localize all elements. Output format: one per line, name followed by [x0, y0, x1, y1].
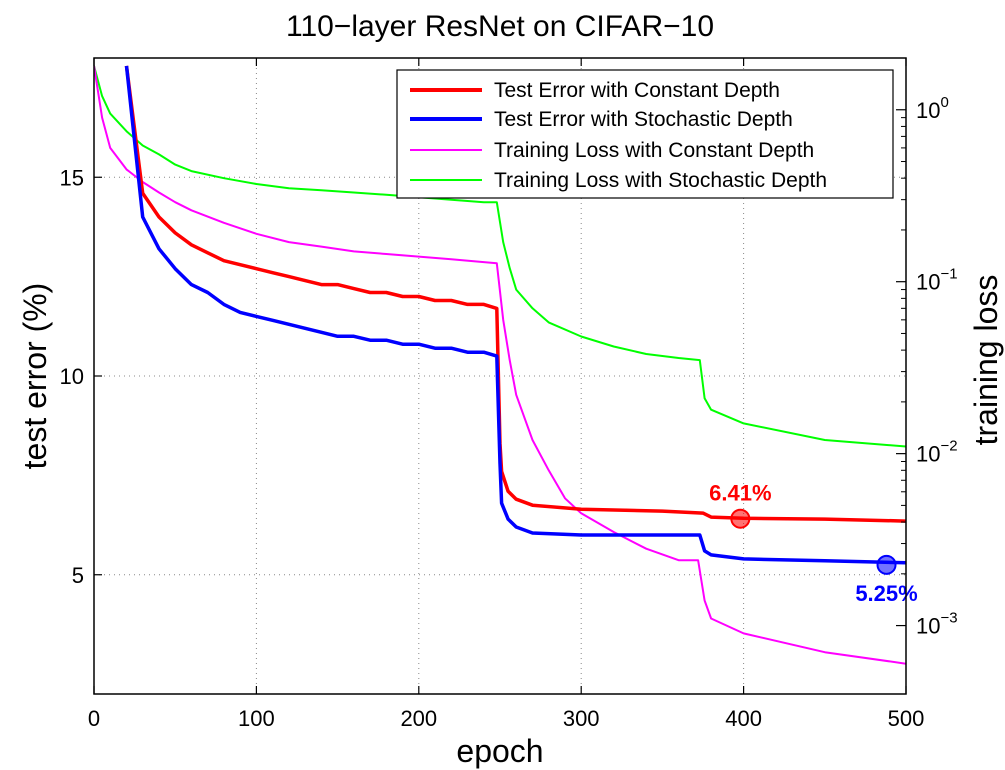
x-tick-label: 500 — [888, 706, 925, 731]
x-axis: 0 100 200 300 400 500 — [88, 58, 924, 731]
y-tick-label-left: 10 — [60, 364, 84, 389]
series-line — [94, 65, 906, 448]
legend: Test Error with Constant Depth Test Erro… — [396, 69, 894, 199]
y-tick-label-right: 10−2 — [916, 438, 958, 467]
legend-label: Test Error with Stochastic Depth — [494, 108, 793, 131]
series-line — [124, 65, 906, 523]
y-axis-left: 5 10 15 — [60, 165, 102, 588]
annotation-marker — [876, 554, 897, 575]
y-axis-left-label: test error (%) — [17, 283, 53, 470]
x-tick-label: 100 — [238, 706, 275, 731]
y-tick-label-right: 10−1 — [916, 266, 958, 295]
y-tick-label-right: 10−3 — [916, 610, 958, 639]
x-tick-label: 300 — [563, 706, 600, 731]
legend-label: Test Error with Constant Depth — [494, 79, 780, 102]
series-line — [124, 65, 906, 565]
y-tick-label-left: 15 — [60, 165, 84, 190]
legend-label: Training Loss with Constant Depth — [494, 139, 814, 162]
legend-label: Training Loss with Stochastic Depth — [494, 169, 827, 192]
x-tick-label: 400 — [725, 706, 762, 731]
series-layer — [94, 65, 906, 665]
y-axis-right: 10−3 10−2 10−1 100 — [896, 57, 958, 639]
annotation-label: 5.25% — [855, 581, 917, 606]
x-tick-label: 200 — [400, 706, 437, 731]
y-tick-label-left: 5 — [72, 563, 84, 588]
annotation-marker — [730, 508, 751, 529]
y-tick-label-right: 100 — [916, 94, 949, 123]
chart-title: 110−layer ResNet on CIFAR−10 — [286, 10, 714, 43]
x-axis-label: epoch — [456, 733, 543, 769]
y-axis-right-label: training loss — [968, 275, 1004, 446]
annotation-label: 6.41% — [709, 481, 771, 506]
series-line — [94, 65, 906, 665]
x-tick-label: 0 — [88, 706, 100, 731]
annotations: 6.41% 5.25% — [709, 481, 918, 606]
